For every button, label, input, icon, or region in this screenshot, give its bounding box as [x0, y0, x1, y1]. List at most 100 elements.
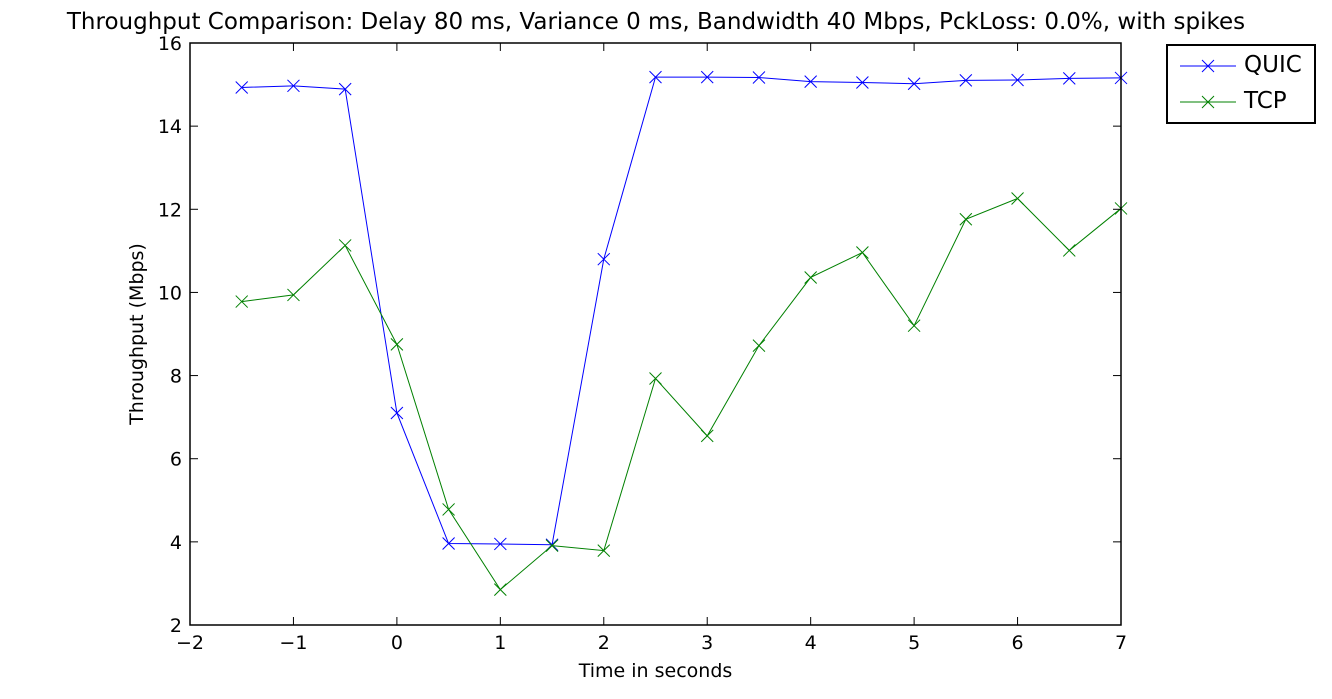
- marker-stroke: [235, 81, 249, 94]
- y-tick-label: 12: [158, 199, 182, 221]
- marker-stroke: [959, 74, 973, 87]
- marker-stroke: [804, 271, 818, 284]
- legend-marker-quic: [1180, 59, 1236, 73]
- data-point-tcp: [752, 339, 766, 352]
- x-tick-label: −2: [176, 632, 204, 654]
- marker-stroke: [597, 252, 611, 266]
- data-point-tcp: [287, 288, 300, 302]
- data-point-quic: [804, 75, 818, 89]
- plot-frame: [189, 42, 1122, 626]
- chart-title: Throughput Comparison: Delay 80 ms, Vari…: [66, 9, 1246, 35]
- x-tick-label: 7: [1115, 632, 1127, 654]
- marker-stroke: [493, 537, 507, 551]
- data-point-quic: [597, 252, 611, 266]
- y-tick-label: 2: [170, 615, 182, 637]
- x-tick-label: 5: [908, 632, 920, 654]
- series-layer: [235, 70, 1128, 597]
- data-point-quic: [338, 82, 352, 96]
- x-tick-label: 2: [598, 632, 610, 654]
- marker-stroke: [907, 319, 921, 333]
- marker-stroke: [1062, 71, 1076, 85]
- x-tick-label: 3: [701, 632, 713, 654]
- data-point-tcp: [390, 338, 404, 351]
- data-point-tcp: [235, 295, 249, 308]
- marker-stroke: [752, 339, 766, 352]
- data-point-quic: [752, 71, 766, 84]
- data-point-tcp: [907, 319, 921, 333]
- series-line-quic: [241, 76, 1122, 546]
- y-tick-label: 14: [158, 116, 182, 138]
- data-point-quic: [235, 81, 249, 94]
- data-point-quic: [907, 77, 921, 91]
- legend-label-tcp: TCP: [1244, 88, 1287, 114]
- data-point-tcp: [545, 539, 559, 552]
- marker-stroke: [287, 79, 300, 93]
- marker-stroke: [649, 70, 662, 84]
- data-point-quic: [856, 76, 869, 89]
- data-point-quic: [959, 74, 973, 87]
- data-point-tcp: [649, 372, 662, 385]
- marker-stroke: [856, 76, 869, 89]
- x-tick-label: 4: [805, 632, 817, 654]
- y-tick-label: 16: [158, 33, 182, 55]
- x-tick-label: 1: [494, 632, 506, 654]
- marker-stroke: [597, 544, 611, 557]
- marker-stroke: [804, 75, 818, 89]
- marker-stroke: [390, 406, 404, 420]
- marker-stroke: [856, 246, 869, 259]
- y-tick-label: 6: [170, 449, 182, 471]
- data-point-quic: [1011, 73, 1024, 87]
- marker-stroke: [493, 583, 507, 597]
- data-point-tcp: [597, 544, 611, 557]
- data-point-quic: [493, 537, 507, 551]
- marker-stroke: [338, 82, 352, 96]
- legend-marker-tcp: [1180, 95, 1236, 109]
- legend: QUIC TCP: [1166, 44, 1316, 124]
- data-point-tcp: [493, 583, 507, 597]
- marker-stroke: [959, 212, 973, 226]
- data-point-quic: [700, 70, 714, 84]
- marker-stroke: [442, 537, 455, 550]
- data-point-quic: [390, 406, 404, 420]
- marker-stroke: [287, 288, 300, 302]
- marker-stroke: [907, 77, 921, 91]
- data-point-tcp: [442, 503, 455, 516]
- marker-stroke: [700, 429, 714, 443]
- data-point-tcp: [338, 239, 352, 252]
- data-point-quic: [442, 537, 455, 550]
- data-point-tcp: [959, 212, 973, 226]
- x-axis-label: Time in seconds: [578, 660, 733, 682]
- data-point-tcp: [700, 429, 714, 443]
- series-line-tcp: [241, 197, 1122, 591]
- marker-stroke: [1011, 192, 1024, 205]
- marker-stroke: [1011, 73, 1024, 87]
- marker-stroke: [649, 372, 662, 385]
- y-tick-label: 10: [158, 282, 182, 304]
- marker-stroke: [700, 70, 714, 84]
- x-tick-label: 0: [391, 632, 403, 654]
- y-tick-label: 4: [170, 532, 182, 554]
- legend-item-tcp: TCP: [1168, 86, 1314, 118]
- data-point-tcp: [1011, 192, 1024, 205]
- marker-stroke: [545, 539, 559, 552]
- marker-stroke: [338, 239, 352, 252]
- marker-stroke: [390, 338, 404, 351]
- data-point-tcp: [1062, 244, 1076, 257]
- y-axis-label: Throughput (Mbps): [126, 243, 148, 425]
- data-point-quic: [1062, 71, 1076, 85]
- data-point-tcp: [804, 271, 818, 284]
- legend-item-quic: QUIC: [1168, 50, 1314, 82]
- data-point-quic: [287, 79, 300, 93]
- x-tick-label: −1: [279, 632, 307, 654]
- y-tick-label: 8: [170, 366, 182, 388]
- marker-stroke: [235, 295, 249, 308]
- data-point-quic: [649, 70, 662, 84]
- data-point-tcp: [856, 246, 869, 259]
- marker-stroke: [1062, 244, 1076, 257]
- x-tick-label: 6: [1012, 632, 1024, 654]
- legend-label-quic: QUIC: [1244, 52, 1302, 78]
- marker-stroke: [752, 71, 766, 84]
- marker-stroke: [442, 503, 455, 516]
